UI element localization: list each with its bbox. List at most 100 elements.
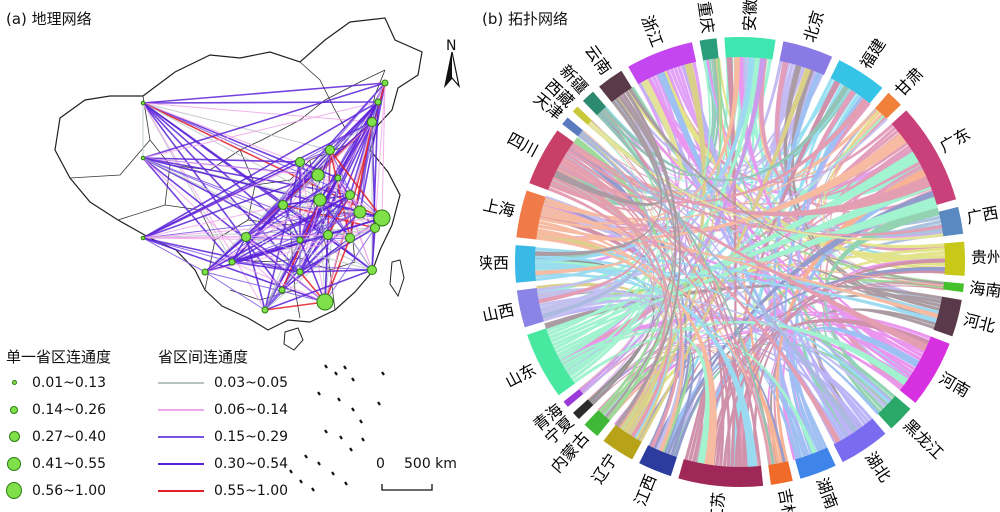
network-edge (371, 101, 379, 271)
north-label: N (446, 38, 457, 54)
province-node (296, 236, 304, 244)
network-edge (324, 121, 373, 303)
network-edge (142, 102, 319, 176)
network-edge (319, 199, 351, 239)
island-dash (324, 364, 328, 369)
island-dash (317, 461, 321, 466)
network-edge (299, 199, 321, 273)
island-dash (343, 365, 347, 370)
network-edge (329, 149, 383, 219)
network-edge (142, 102, 283, 291)
province-node (261, 306, 269, 314)
province-arc (891, 110, 957, 205)
network-edge (231, 211, 361, 263)
network-edge (299, 161, 326, 303)
province-node (325, 145, 335, 155)
province-arc (599, 70, 632, 103)
network-edge (324, 234, 329, 303)
network-edge (204, 177, 339, 273)
province-label: 广东 (936, 124, 973, 156)
province-node (311, 168, 325, 182)
network-edge (142, 101, 379, 239)
network-edge (319, 149, 331, 201)
node-legend-label: 0.14~0.26 (32, 401, 107, 418)
province-arc (678, 459, 764, 488)
scale-value-label: 500 km (404, 456, 457, 472)
network-edge (142, 157, 283, 291)
province-arc (582, 91, 607, 116)
network-edge (281, 199, 321, 291)
edge-legend: 省区间连通度 0.03~0.05 0.06~0.14 0.15~0.29 0.3… (158, 346, 288, 504)
province-label: 甘肃 (891, 64, 927, 100)
chord-ribbon (547, 187, 667, 429)
network-edge (299, 149, 331, 163)
network-edge (245, 194, 351, 238)
province-arc (944, 241, 965, 276)
edge-legend-label: 0.55~1.00 (214, 482, 289, 499)
node-legend-row: 0.41~0.55 (6, 450, 111, 477)
province-arc (943, 281, 964, 293)
chord-ribbon (581, 57, 766, 395)
network-edge (329, 121, 373, 151)
chord-ribbon (638, 67, 812, 443)
network-edge (337, 177, 376, 229)
node-legend: 单一省区连通度 0.01~0.13 0.14~0.26 0.27~0.40 0.… (6, 346, 111, 504)
province-node (323, 230, 333, 240)
province-arc (875, 92, 901, 119)
network-edge (231, 121, 373, 263)
network-edge (142, 157, 301, 163)
chord-ribbon (564, 152, 775, 465)
province-node (345, 233, 355, 243)
network-edge (299, 227, 376, 241)
province-label: 浙江 (638, 13, 667, 50)
province-arc (527, 328, 575, 396)
province-arc (573, 399, 594, 420)
province-arc (516, 288, 544, 328)
edge-legend-row: 0.06~0.14 (158, 396, 288, 423)
node-legend-label: 0.27~0.40 (32, 428, 107, 445)
network-edge (231, 239, 301, 263)
taiwan-island (389, 259, 405, 298)
edge-legend-label: 0.06~0.14 (214, 401, 289, 418)
province-node (241, 232, 251, 242)
network-edge (142, 157, 233, 263)
network-edge (142, 204, 284, 239)
network-edge (142, 237, 206, 273)
network-edge (142, 101, 379, 104)
island-dash (361, 437, 365, 442)
province-arc (768, 461, 793, 485)
network-edge (231, 261, 326, 303)
province-label: 贵州 (971, 248, 1000, 267)
province-node (296, 268, 304, 276)
network-edge (245, 211, 361, 238)
province-node (278, 286, 286, 294)
geographic-network-map (54, 17, 461, 492)
scale-bar (381, 484, 433, 491)
island-dash (289, 469, 293, 474)
chord-ribbon (534, 57, 755, 262)
province-label: 河北 (962, 310, 998, 336)
hainan-island (283, 327, 304, 351)
network-edge (245, 82, 386, 238)
province-arc (795, 447, 836, 479)
edge-legend-row: 0.15~0.29 (158, 423, 288, 450)
island-dash (317, 391, 321, 396)
network-edge (142, 236, 247, 239)
network-edge (142, 101, 379, 159)
island-dash (359, 419, 363, 424)
network-edge (204, 149, 331, 273)
island-dash (311, 487, 315, 492)
network-edge (142, 82, 386, 159)
network-edge (299, 269, 373, 273)
node-legend-title: 单一省区连通度 (6, 348, 112, 366)
node-legend-label: 0.01~0.13 (32, 374, 107, 391)
province-arc (515, 245, 536, 283)
province-label: 湖北 (861, 448, 895, 485)
province-node (367, 265, 377, 275)
island-dash (344, 481, 348, 486)
island-dash (334, 371, 338, 376)
network-edge (142, 174, 319, 239)
network-edge (142, 237, 326, 303)
province-node (228, 258, 236, 266)
node-legend-row: 0.56~1.00 (6, 477, 111, 504)
